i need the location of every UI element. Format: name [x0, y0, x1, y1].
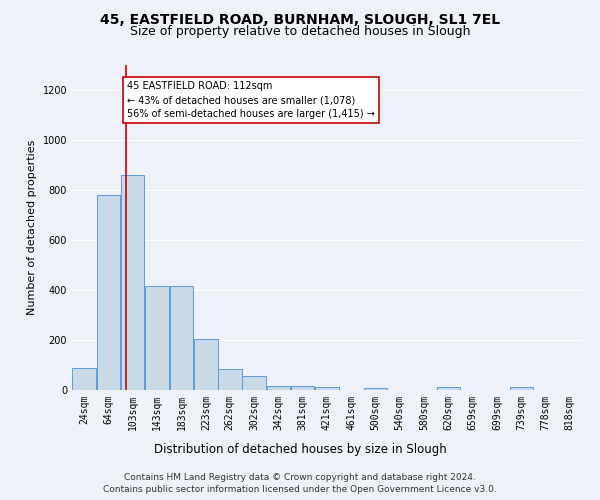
Bar: [194, 339, 218, 390]
Text: Contains public sector information licensed under the Open Government Licence v3: Contains public sector information licen…: [103, 485, 497, 494]
Bar: [364, 388, 387, 390]
Bar: [170, 286, 193, 390]
Bar: [291, 386, 314, 390]
Bar: [242, 376, 266, 390]
Bar: [145, 286, 169, 390]
Bar: [267, 386, 290, 390]
Bar: [315, 387, 339, 390]
Bar: [509, 387, 533, 390]
Y-axis label: Number of detached properties: Number of detached properties: [27, 140, 37, 315]
Bar: [437, 387, 460, 390]
Bar: [218, 369, 242, 390]
Bar: [97, 195, 121, 390]
Text: 45, EASTFIELD ROAD, BURNHAM, SLOUGH, SL1 7EL: 45, EASTFIELD ROAD, BURNHAM, SLOUGH, SL1…: [100, 12, 500, 26]
Text: Distribution of detached houses by size in Slough: Distribution of detached houses by size …: [154, 442, 446, 456]
Bar: [121, 175, 145, 390]
Bar: [73, 368, 96, 390]
Text: Contains HM Land Registry data © Crown copyright and database right 2024.: Contains HM Land Registry data © Crown c…: [124, 472, 476, 482]
Text: 45 EASTFIELD ROAD: 112sqm
← 43% of detached houses are smaller (1,078)
56% of se: 45 EASTFIELD ROAD: 112sqm ← 43% of detac…: [127, 81, 375, 119]
Text: Size of property relative to detached houses in Slough: Size of property relative to detached ho…: [130, 25, 470, 38]
